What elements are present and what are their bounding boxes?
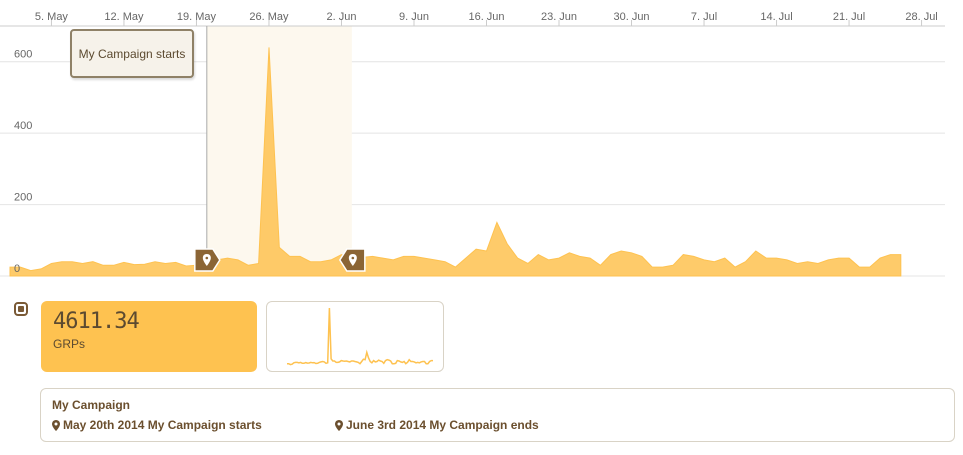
campaign-end-text: June 3rd 2014 My Campaign ends: [346, 418, 539, 432]
event-markers: [194, 248, 366, 272]
x-tick-label: 12. May: [104, 11, 144, 23]
x-tick-label: 5. May: [35, 11, 69, 23]
x-tick-label: 21. Jul: [833, 11, 865, 23]
map-pin-icon: [348, 254, 357, 266]
x-tick-label: 28. Jul: [905, 11, 937, 23]
campaign-end-flag[interactable]: [338, 248, 366, 272]
campaign-start-event[interactable]: May 20th 2014 My Campaign starts: [52, 418, 335, 432]
campaign-end-event[interactable]: June 3rd 2014 My Campaign ends: [335, 418, 539, 432]
map-pin-icon: [335, 419, 343, 431]
metric-value: 4611.34: [53, 309, 140, 334]
y-tick-label: 600: [14, 49, 32, 61]
y-tick-label: 200: [14, 192, 32, 204]
campaign-title: My Campaign: [52, 398, 131, 412]
campaign-info: My Campaign May 20th 2014 My Campaign st…: [40, 388, 955, 442]
x-tick-label: 26. May: [249, 11, 289, 23]
sparkline-path: [287, 307, 433, 366]
series-toggle-checkbox[interactable]: [14, 302, 28, 316]
pin-dot: [205, 256, 209, 260]
map-pin-icon: [52, 419, 60, 431]
x-tick-label: 30. Jun: [613, 11, 649, 23]
grid-lines: [0, 61, 945, 277]
pin-dot: [351, 256, 355, 260]
main-chart: 5. May 12. May 19. May 26. May 2. Jun 9. Jun 1…: [0, 11, 945, 277]
x-tick-label: 9. Jun: [399, 11, 429, 23]
x-axis: 5. May 12. May 19. May 26. May 2. Jun 9. Jun 1…: [0, 11, 945, 27]
x-tick-label: 2. Jun: [326, 11, 356, 23]
x-tick-label: 19. May: [177, 11, 217, 23]
x-tick-label: 7. Jul: [691, 11, 717, 23]
x-tick-label: 16. Jun: [468, 11, 504, 23]
campaign-start-flag[interactable]: [194, 248, 221, 272]
x-tick-label: 14. Jul: [760, 11, 792, 23]
x-tick-label: 23. Jun: [541, 11, 577, 23]
y-tick-label: 400: [14, 120, 32, 132]
map-pin-icon: [202, 254, 211, 266]
series-area: [9, 47, 902, 277]
y-tick-label: 0: [14, 263, 20, 275]
sparkline: [287, 307, 433, 366]
plot-band: [206, 26, 352, 276]
metric-card[interactable]: 4611.34 GRPs: [41, 301, 257, 372]
y-axis: 0 200 400 600: [14, 49, 32, 275]
campaign-plot-band: [206, 26, 352, 276]
campaign-events: May 20th 2014 My Campaign starts June 3r…: [52, 418, 943, 432]
sparkline-card[interactable]: [266, 301, 444, 372]
series-area-path: [9, 47, 902, 277]
metric-label: GRPs: [53, 337, 86, 351]
campaign-start-text: May 20th 2014 My Campaign starts: [63, 418, 262, 432]
tooltip: My Campaign starts: [70, 29, 194, 78]
checkbox-check-mark: [18, 306, 24, 312]
tooltip-text: My Campaign starts: [78, 46, 186, 61]
